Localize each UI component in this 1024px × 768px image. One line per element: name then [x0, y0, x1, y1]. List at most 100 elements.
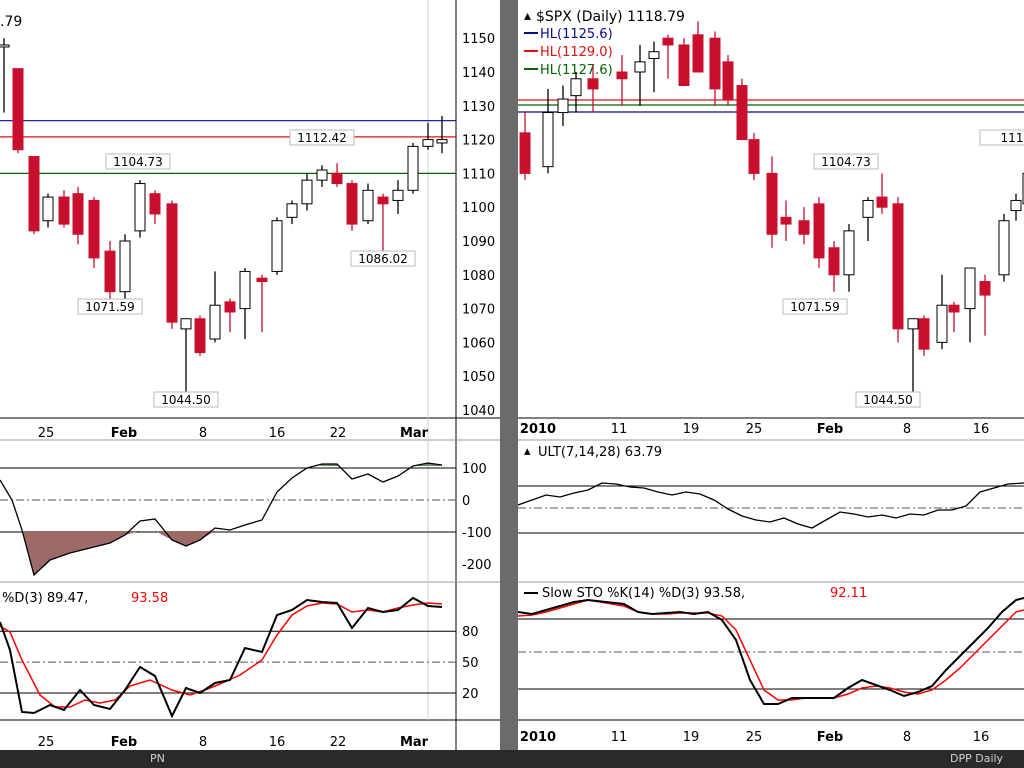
- cci-tick-label: -100: [462, 526, 492, 541]
- candle-body: [519, 132, 531, 174]
- candle-body: [948, 304, 960, 313]
- bottom-date-label: 25: [746, 730, 763, 745]
- candle-body: [316, 169, 328, 181]
- cci-tick-label: 0: [462, 494, 470, 509]
- candle-body: [286, 203, 298, 218]
- candle-body: [88, 199, 100, 259]
- candle-body: [678, 44, 690, 87]
- annotation-box: [350, 250, 416, 267]
- cci-tick-label: -200: [462, 558, 492, 573]
- bottom-date-label: 22: [330, 735, 347, 750]
- date-label: 16: [269, 426, 286, 441]
- candle-body: [28, 156, 40, 232]
- candle-body: [780, 216, 792, 225]
- sto-d-line: [0, 602, 443, 708]
- candle-body: [634, 61, 646, 73]
- annotation-box: [782, 298, 848, 315]
- bottom-date-label: Feb: [111, 735, 137, 750]
- candle-body: [331, 172, 343, 185]
- candle-body: [119, 240, 131, 293]
- candle-body: [346, 183, 358, 225]
- taskbar: PN DPP Daily: [0, 750, 1024, 768]
- candle-body: [998, 220, 1010, 276]
- cci-tick-label: 100: [462, 462, 487, 477]
- cci-line: [0, 462, 443, 577]
- price-annotation: 111: [1001, 131, 1024, 145]
- price-tick-label: 1050: [462, 370, 495, 385]
- candle-body: [1010, 199, 1022, 212]
- taskbar-item-right[interactable]: DPP Daily: [950, 752, 1004, 765]
- candle-body: [766, 172, 778, 235]
- chart-title-icon: ▴: [524, 8, 531, 24]
- candle-body: [979, 281, 991, 296]
- price-tick-label: 1130: [462, 100, 495, 115]
- price-annotation: 1112.42: [297, 131, 347, 145]
- candle-body: [813, 203, 825, 259]
- candle-body: [72, 193, 84, 235]
- candle-body: [194, 318, 206, 354]
- cci-negative-area: [22, 530, 215, 575]
- candle-body: [570, 78, 582, 97]
- candle-body: [209, 304, 221, 340]
- price-tick-label: 1080: [462, 269, 495, 284]
- price-annotation: 1044.50: [863, 393, 913, 407]
- bottom-date-label: 16: [973, 730, 990, 745]
- candle-body: [862, 199, 874, 218]
- candle-body: [964, 267, 976, 310]
- candle-body: [104, 250, 116, 293]
- price-tick-label: 1040: [462, 404, 495, 419]
- date-label: Mar: [400, 426, 429, 441]
- hl-legend-label: HL(1129.0): [540, 45, 613, 60]
- sto-tick-label: 20: [462, 687, 479, 702]
- ult-legend-icon: ▴: [524, 444, 531, 459]
- candle-body: [709, 37, 721, 90]
- candle-body: [542, 112, 554, 168]
- candle-body: [907, 318, 919, 330]
- candle-body: [722, 61, 734, 100]
- candle-body: [422, 139, 434, 147]
- price-tick-label: 1090: [462, 235, 495, 250]
- bottom-date-label: 19: [683, 730, 700, 745]
- date-label: Feb: [111, 426, 137, 441]
- ult-line: [518, 482, 1024, 529]
- candle-body: [936, 304, 948, 343]
- date-label: 11: [611, 422, 628, 437]
- price-tick-label: 1140: [462, 66, 495, 81]
- candle-body: [662, 37, 674, 46]
- candle-body: [301, 179, 313, 205]
- price-annotation: 1071.59: [85, 300, 135, 314]
- sto-legend-label: %D(3) 89.47,: [2, 591, 88, 606]
- candle-body: [648, 51, 660, 59]
- candle-body: [166, 203, 178, 323]
- candle-body: [557, 98, 569, 114]
- sto-legend-value: 92.11: [830, 586, 867, 601]
- sto-d-line: [518, 599, 1024, 701]
- annotation-box: [289, 129, 355, 146]
- chart-title-fragment: .79: [0, 14, 22, 30]
- candle-body: [748, 139, 760, 174]
- candle-body: [42, 196, 54, 222]
- price-annotation: 1044.50: [161, 393, 211, 407]
- taskbar-item-left[interactable]: PN: [150, 752, 165, 765]
- annotation-box: [77, 298, 143, 315]
- candle-body: [918, 318, 930, 350]
- bottom-date-label: 2010: [520, 730, 556, 745]
- price-annotation: 1086.02: [358, 252, 408, 266]
- sto-legend-label: Slow STO %K(14) %D(3) 93.58,: [542, 586, 745, 601]
- candle-body: [224, 301, 236, 313]
- pane-divider[interactable]: [500, 0, 518, 750]
- right-chart-svg: ▴ $SPX (Daily) 1118.79 HL(1125.6) HL(1129.0…: [518, 8, 1024, 745]
- bottom-date-label: 8: [199, 735, 207, 750]
- annotation-box: [105, 153, 171, 170]
- price-tick-label: 1120: [462, 134, 495, 149]
- price-tick-label: 1100: [462, 201, 495, 216]
- date-label: 2010: [520, 422, 556, 437]
- annotation-box: [153, 391, 219, 408]
- bottom-date-label: 11: [611, 730, 628, 745]
- sto-legend-value: 93.58: [131, 591, 168, 606]
- ult-legend: ULT(7,14,28) 63.79: [538, 445, 662, 460]
- bottom-date-label: 8: [903, 730, 911, 745]
- candle-body: [892, 203, 904, 330]
- sto-tick-label: 80: [462, 625, 479, 640]
- annotation-box: [855, 391, 921, 408]
